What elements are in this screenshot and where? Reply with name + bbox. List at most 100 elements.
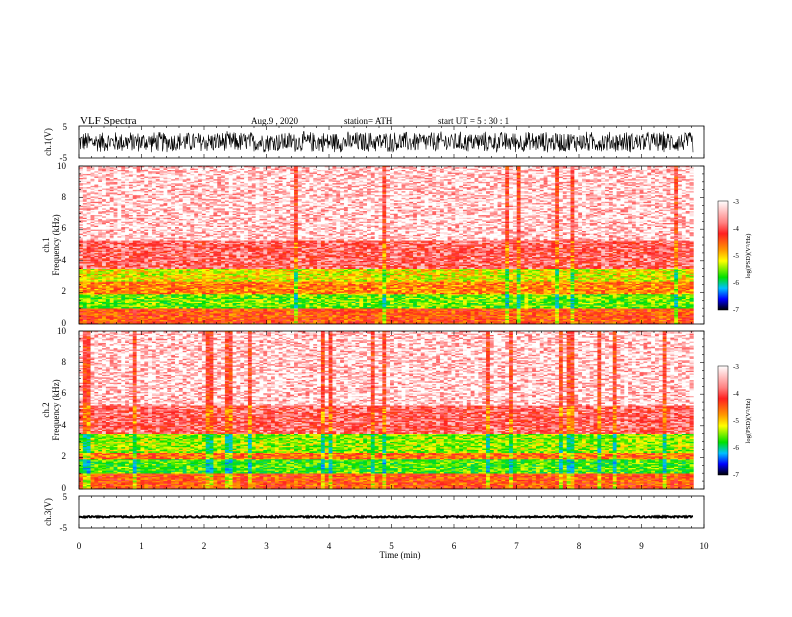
spectrogram-cell: [160, 307, 164, 309]
spectrogram-cell: [229, 307, 233, 309]
spectrogram-cell: [190, 307, 194, 309]
spectrogram-cell: [402, 307, 406, 309]
spectrogram-cell: [236, 307, 240, 309]
spectrogram-cell: [651, 307, 655, 309]
spectrogram-cell: [290, 307, 294, 309]
spectrogram-cell: [321, 307, 325, 309]
spectrogram-cell: [655, 307, 659, 309]
spectrogram-cell: [682, 307, 686, 309]
spectrogram-cell: [117, 307, 121, 309]
spectrogram-cell: [210, 307, 214, 309]
spectrogram-cell: [317, 307, 321, 309]
spectrogram-cell: [394, 307, 398, 309]
spectrogram-cell: [133, 307, 137, 309]
spectrogram-cell: [582, 307, 586, 309]
ch1-spectrogram-panel: 0 2 4 6 8 10 ch.1 Frequency (kHz): [41, 161, 704, 328]
spectrogram-cell: [513, 307, 517, 309]
spectrogram-cell: [448, 307, 452, 309]
spectrogram-cell: [91, 307, 95, 309]
spectrogram-cell: [663, 307, 667, 309]
spectrogram-cell: [647, 307, 651, 309]
spectrogram-cell: [129, 307, 133, 309]
spectrogram-cell: [428, 307, 432, 309]
spectrogram-cell: [436, 307, 440, 309]
spectrogram-cell: [444, 307, 448, 309]
spectrogram-cell: [259, 307, 263, 309]
spectrogram-cell: [471, 307, 475, 309]
date-label: Aug.9 , 2020: [251, 116, 298, 126]
spectrogram-cell: [425, 307, 429, 309]
spectrogram-cell: [571, 307, 575, 309]
spectrogram-cell: [121, 307, 125, 309]
spectrogram-cell: [540, 307, 544, 309]
spectrogram-cell: [594, 307, 598, 309]
spectrogram-cell: [659, 307, 663, 309]
ch1-waveform-ylabel: ch.1(V): [43, 128, 53, 156]
spectrogram-cell: [348, 307, 352, 309]
spectrogram-cell: [225, 307, 229, 309]
spectrogram-cell: [563, 307, 567, 309]
spectrogram-cell: [567, 307, 571, 309]
spectrogram-cell: [286, 307, 290, 309]
spectrogram-cell: [144, 307, 148, 309]
spectrogram-cell: [163, 307, 167, 309]
spectrogram-cell: [375, 307, 379, 309]
spectrogram-cell: [171, 307, 175, 309]
station-label: station= ATH: [344, 116, 393, 126]
spectrogram-cell: [628, 307, 632, 309]
spectrogram-cell: [114, 307, 118, 309]
spectrogram-cell: [590, 307, 594, 309]
spectrogram-cell: [586, 307, 590, 309]
spectrogram-cell: [478, 307, 482, 309]
spectrogram-cell: [359, 307, 363, 309]
spectrogram-cell: [640, 307, 644, 309]
spectrogram-cell: [475, 307, 479, 309]
spectrogram-cell: [244, 307, 248, 309]
spectrogram-cell: [206, 307, 210, 309]
spectrogram-cell: [405, 307, 409, 309]
spectrogram-cell: [275, 307, 279, 309]
figure-title: VLF Spectra: [80, 115, 137, 127]
spectrogram-cell: [547, 307, 551, 309]
spectrogram-cell: [674, 307, 678, 309]
spectrogram-cell: [690, 307, 694, 309]
spectrogram-cell: [98, 307, 102, 309]
spectrogram-cell: [574, 307, 578, 309]
spectrogram-cell: [632, 307, 636, 309]
ch1-ytick-top: 5: [63, 122, 68, 132]
spectrogram-cell: [505, 307, 509, 309]
spectrogram-cell: [140, 307, 144, 309]
spectrogram-cell: [340, 307, 344, 309]
spectrogram-cell: [156, 307, 160, 309]
spectrogram-cell: [179, 307, 183, 309]
spectrogram-cell: [624, 307, 628, 309]
spectrogram-cell: [555, 307, 559, 309]
spectrogram-cell: [482, 307, 486, 309]
spectrogram-cell: [175, 307, 179, 309]
spectrogram-cell: [325, 307, 329, 309]
spectrogram-cell: [501, 307, 505, 309]
spectrogram-cell: [202, 307, 206, 309]
spectrogram-cell: [367, 307, 371, 309]
spectrogram-cell: [87, 307, 91, 309]
spectrogram-cell: [267, 307, 271, 309]
spectrogram-cell: [306, 307, 310, 309]
spectrogram-cell: [94, 307, 98, 309]
spectrogram-cell: [279, 307, 283, 309]
spectrogram-cell: [609, 307, 613, 309]
spectrogram-cell: [213, 307, 217, 309]
spectrogram-cell: [110, 307, 114, 309]
spectrogram-cell: [329, 307, 333, 309]
spectrogram-cell: [532, 307, 536, 309]
spectrogram-cell: [302, 307, 306, 309]
spectrogram-cell: [524, 307, 528, 309]
spectrogram-cell: [194, 307, 198, 309]
spectrogram-cell: [544, 307, 548, 309]
spectrogram-cell: [355, 307, 359, 309]
spectrogram-cell: [106, 307, 110, 309]
spectrogram-cell: [187, 307, 191, 309]
spectrogram-cell: [344, 307, 348, 309]
spectrogram-cell: [233, 307, 237, 309]
spectrogram-cell: [382, 307, 386, 309]
